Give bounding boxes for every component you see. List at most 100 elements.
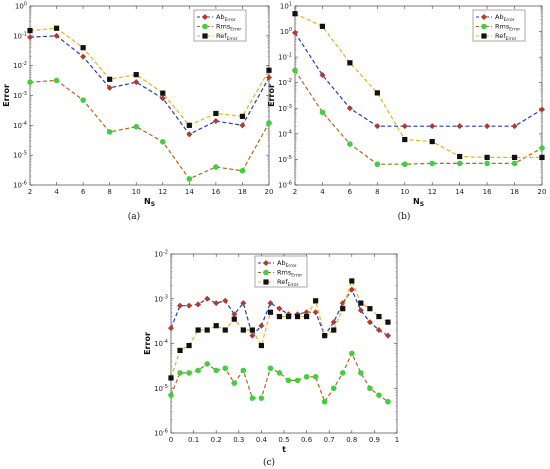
y-tick-label: 10-6 [13, 181, 27, 190]
legend-marker [202, 14, 208, 20]
legend-label: RefError [216, 32, 238, 42]
data-point-ab [186, 302, 193, 309]
y-tick-label: 10-5 [278, 155, 292, 164]
series-line-ab [29, 35, 270, 136]
x-tick-label: 8 [107, 188, 111, 196]
data-point-ref [539, 154, 545, 161]
x-tick-label: 2 [293, 188, 297, 196]
x-tick-label: 0.1 [188, 436, 199, 444]
data-point-ref [376, 313, 382, 320]
legend-label: AbError [495, 13, 515, 23]
data-point-rms [266, 120, 272, 126]
legend-label: RefError [495, 32, 517, 42]
x-tick-label: 6 [81, 188, 86, 196]
data-point-rms [330, 385, 337, 392]
data-point-ref [457, 153, 463, 160]
data-point-ref [313, 298, 319, 304]
data-point-ref [511, 154, 518, 161]
data-point-ref [213, 110, 219, 117]
data-point-ab [168, 325, 174, 332]
data-point-rms [456, 160, 463, 167]
x-tick-label: 0.3 [233, 436, 244, 444]
data-point-ab [456, 123, 463, 130]
series-line-ab [170, 288, 389, 337]
data-point-rms [106, 129, 113, 135]
data-point-rms [213, 164, 219, 170]
data-point-rms [339, 370, 346, 376]
data-point-rms [539, 145, 545, 151]
data-point-ab [249, 332, 256, 339]
x-tick-label: 14 [455, 188, 464, 196]
data-point-rms [303, 374, 310, 380]
data-point-rms [267, 365, 274, 372]
data-point-ref [222, 327, 228, 333]
y-tick-label: 10-3 [13, 91, 27, 100]
data-point-ref [133, 72, 139, 78]
data-point-ref [402, 136, 408, 143]
data-point-ref [267, 309, 274, 315]
legend-label: RmsError [277, 269, 302, 279]
data-point-ref [349, 278, 355, 284]
y-tick-label: 100 [15, 2, 27, 11]
data-point-ref [231, 316, 237, 322]
data-point-ab [204, 295, 211, 302]
x-tick-label: 14 [185, 188, 194, 196]
data-point-ab [348, 286, 355, 293]
data-point-ref [213, 323, 219, 329]
legend-marker [263, 269, 269, 276]
y-tick-label: 10-1 [278, 53, 292, 62]
data-point-ab [292, 29, 298, 36]
y-tick-label: 10-2 [154, 250, 168, 259]
data-point-ab [267, 300, 274, 307]
data-point-ab [319, 72, 326, 79]
x-tick-label: 0.7 [324, 436, 335, 444]
y-axis-label: Error [267, 84, 276, 107]
data-point-rms [213, 367, 219, 374]
data-point-rms [294, 377, 301, 384]
x-tick-label: 0.6 [301, 436, 313, 444]
x-tick-label: 16 [211, 188, 220, 196]
legend-label: RefError [277, 278, 299, 288]
x-tick-label: 18 [510, 188, 519, 196]
data-point-ab [80, 53, 87, 60]
y-tick-label: 10-4 [13, 121, 27, 130]
data-point-ab [401, 123, 408, 130]
x-tick-label: 18 [238, 188, 247, 196]
data-point-ref [239, 113, 246, 119]
series-line-rms [294, 70, 543, 165]
data-point-rms [133, 123, 140, 130]
data-point-rms [231, 380, 238, 386]
y-tick-label: 10-6 [278, 181, 292, 190]
y-tick-label: 10-2 [278, 78, 292, 87]
data-point-ab [330, 319, 337, 326]
x-tick-label: 0.2 [211, 436, 222, 444]
data-point-ref [331, 327, 337, 333]
legend-label: RmsError [216, 23, 241, 33]
data-point-rms [80, 97, 86, 103]
data-point-ref [107, 76, 113, 82]
data-point-ab [511, 123, 518, 130]
x-axis-label: NS [144, 197, 155, 208]
data-point-ref [358, 300, 364, 306]
data-point-rms [292, 67, 298, 74]
data-point-ab [266, 74, 272, 81]
data-point-ref [347, 60, 353, 66]
legend-marker [481, 14, 487, 20]
data-point-ref [186, 342, 192, 349]
data-point-ref [249, 327, 255, 333]
y-tick-label: 10-6 [154, 429, 168, 438]
series-line-ab [294, 32, 543, 127]
data-point-rms [511, 160, 518, 167]
data-point-ab [133, 79, 140, 86]
series-line-ref [29, 27, 270, 127]
data-point-rms [374, 161, 381, 168]
y-tick-label: 10-3 [154, 294, 168, 303]
y-tick-label: 10-5 [13, 151, 27, 160]
chart-panel-c: 10-6 10-5 10-4 10-3 10-2 0 0.1 0.2 0.3 0.4 0.5 0.6 0… [143, 250, 399, 469]
data-point-rms [249, 395, 256, 401]
x-tick-label: 1 [395, 436, 399, 444]
data-point-ab [312, 309, 319, 316]
